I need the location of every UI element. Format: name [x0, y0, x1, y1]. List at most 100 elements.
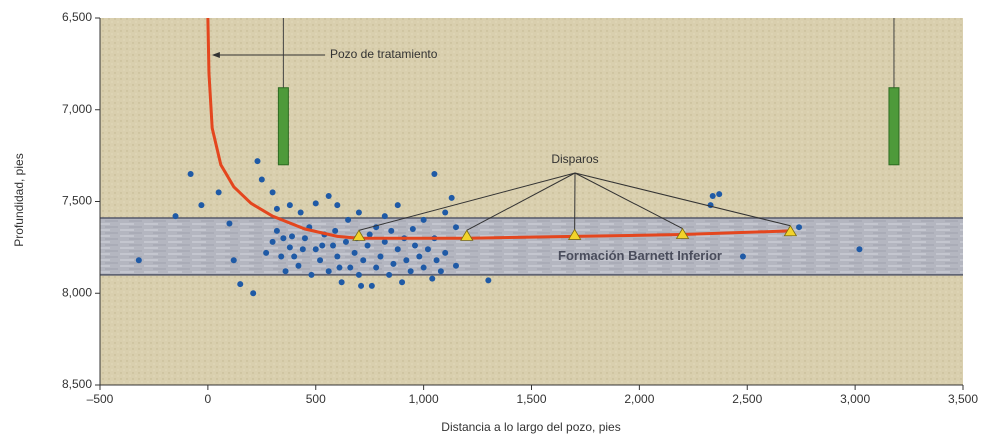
annotation-line	[358, 172, 576, 231]
event-point	[429, 275, 436, 282]
event-point	[330, 242, 337, 249]
perforation	[460, 229, 474, 241]
x-tick-label: 3,500	[948, 392, 978, 406]
event-point	[269, 189, 276, 196]
event-point	[282, 268, 289, 275]
event-point	[358, 282, 365, 289]
perforation	[352, 229, 366, 241]
event-point	[381, 213, 388, 220]
y-tick-label: 8,500	[62, 377, 92, 391]
event-point	[448, 194, 455, 201]
annotation-line	[574, 172, 791, 227]
x-axis-title: Distancia a lo largo del pozo, pies	[441, 420, 620, 434]
event-point	[312, 200, 319, 207]
event-point	[351, 249, 358, 256]
event-point	[250, 290, 257, 297]
event-point	[399, 279, 406, 286]
event-point	[215, 189, 222, 196]
event-point	[325, 268, 332, 275]
event-point	[254, 158, 261, 165]
geophone-array	[888, 87, 900, 166]
event-point	[135, 257, 142, 264]
event-point	[280, 235, 287, 242]
y-tick-label: 8,000	[62, 285, 92, 299]
event-point	[373, 264, 380, 271]
event-point	[394, 246, 401, 253]
event-point	[437, 268, 444, 275]
formation-label: Formación Barnett Inferior	[558, 248, 722, 263]
x-tick-label: 2,000	[624, 392, 654, 406]
event-point	[301, 235, 308, 242]
event-point	[433, 257, 440, 264]
event-point	[295, 262, 302, 269]
x-tick-label: –500	[87, 392, 114, 406]
event-point	[485, 277, 492, 284]
event-point	[312, 246, 319, 253]
x-tick-label: 0	[205, 392, 212, 406]
event-point	[334, 253, 341, 260]
event-point	[707, 202, 714, 209]
event-point	[273, 227, 280, 234]
event-point	[286, 244, 293, 251]
event-point	[237, 281, 244, 288]
event-point	[355, 271, 362, 278]
annotation: Disparos	[551, 152, 598, 166]
perforation	[675, 227, 690, 239]
x-tick-label: 1,000	[409, 392, 439, 406]
y-axis-title: Profundidad, pies	[12, 153, 26, 246]
event-point	[278, 253, 285, 260]
event-point	[172, 213, 179, 220]
event-point	[796, 224, 803, 231]
event-point	[424, 246, 431, 253]
annotation-line	[574, 172, 683, 229]
x-tick-label: 2,500	[732, 392, 762, 406]
event-point	[409, 226, 416, 233]
event-point	[856, 246, 863, 253]
event-point	[442, 209, 449, 216]
event-point	[342, 238, 349, 245]
event-point	[198, 202, 205, 209]
event-point	[452, 262, 459, 269]
event-point	[334, 202, 341, 209]
event-point	[364, 242, 371, 249]
event-point	[332, 227, 339, 234]
event-point	[308, 271, 315, 278]
event-point	[403, 257, 410, 264]
event-point	[336, 264, 343, 271]
x-tick-label: 1,500	[516, 392, 546, 406]
event-point	[230, 257, 237, 264]
event-point	[709, 192, 716, 199]
plot-background	[100, 18, 963, 385]
geophone-array	[277, 87, 289, 166]
event-point	[338, 279, 345, 286]
event-point	[360, 257, 367, 264]
event-point	[299, 246, 306, 253]
event-point	[431, 170, 438, 177]
y-tick-label: 6,500	[62, 10, 92, 24]
event-point	[355, 209, 362, 216]
event-point	[269, 238, 276, 245]
event-point	[377, 253, 384, 260]
annotation: Pozo de tratamiento	[330, 47, 438, 61]
event-point	[366, 231, 373, 238]
perforation	[783, 224, 798, 237]
annotation-line	[466, 172, 576, 231]
event-point	[442, 249, 449, 256]
event-point	[263, 249, 270, 256]
event-point	[297, 209, 304, 216]
event-point	[258, 176, 265, 183]
event-point	[226, 220, 233, 227]
event-point	[411, 242, 418, 249]
event-point	[317, 257, 324, 264]
event-point	[187, 170, 194, 177]
event-point	[739, 253, 746, 260]
event-point	[407, 268, 414, 275]
event-point	[325, 192, 332, 199]
event-point	[716, 191, 723, 198]
event-point	[388, 227, 395, 234]
y-tick-label: 7,000	[62, 102, 92, 116]
event-point	[420, 216, 427, 223]
event-point	[289, 233, 296, 240]
event-point	[452, 224, 459, 231]
